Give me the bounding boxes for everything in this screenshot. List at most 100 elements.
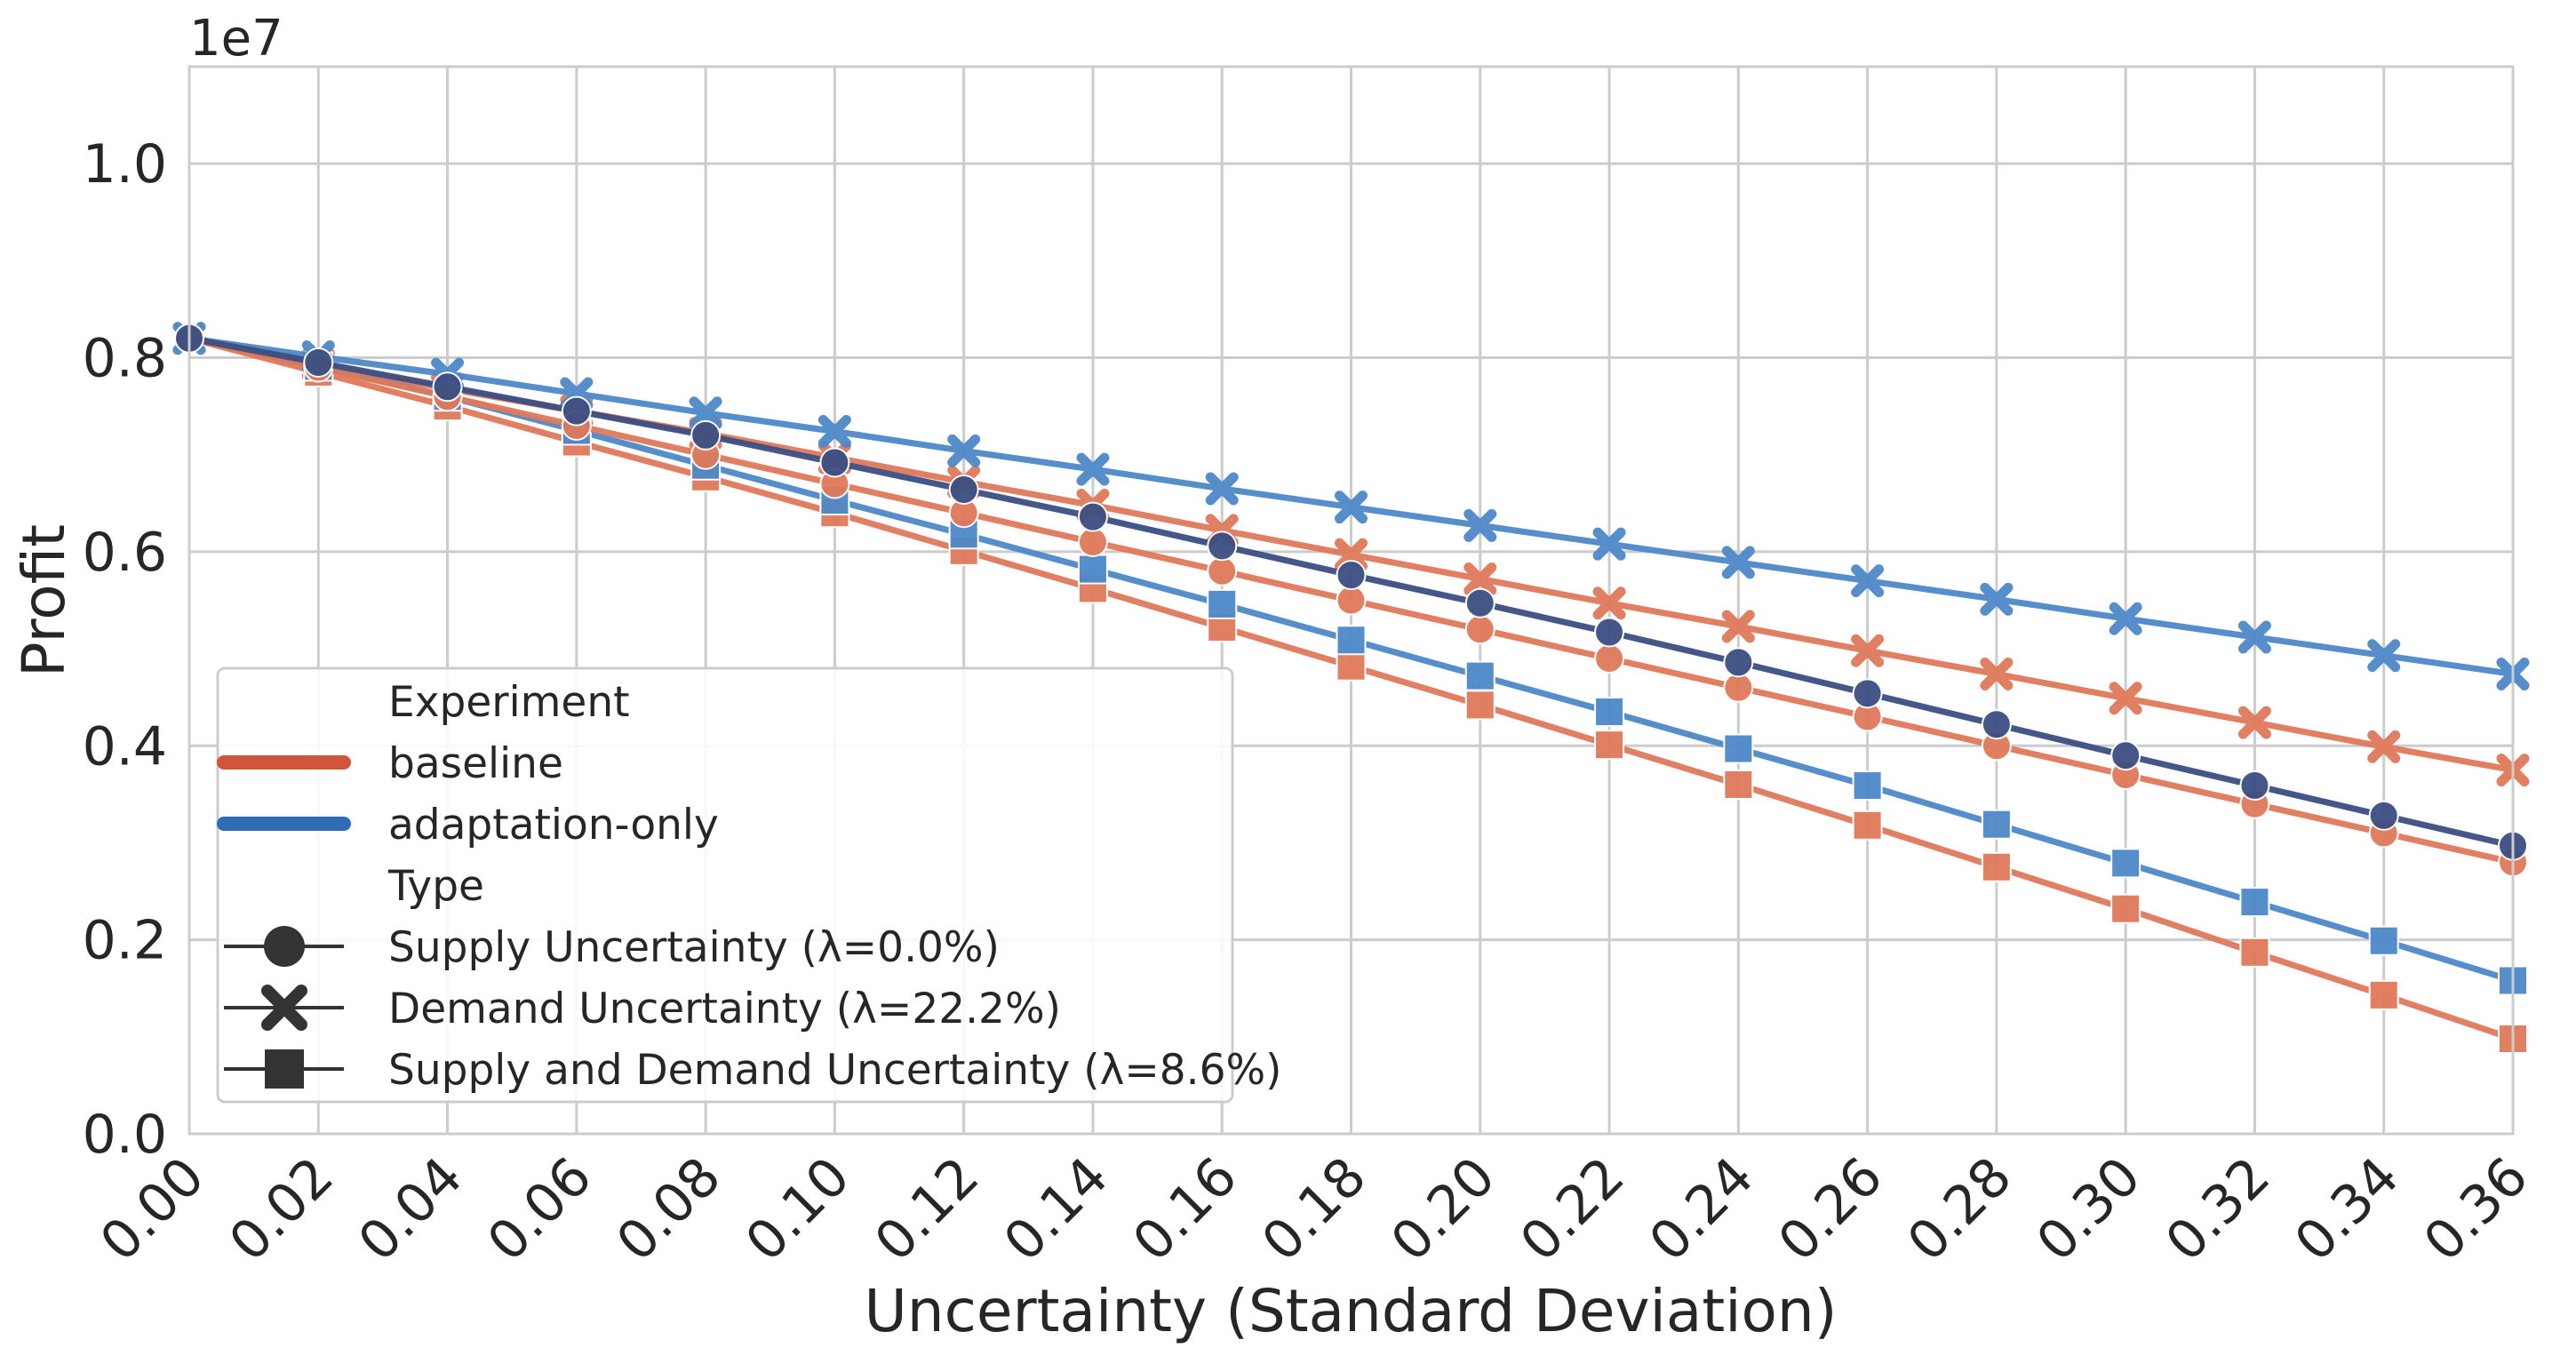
y-tick-label: 0.4 xyxy=(83,715,167,778)
data-point-square xyxy=(1464,690,1495,721)
series-1 xyxy=(174,323,2528,861)
data-point-circle xyxy=(2239,770,2270,802)
y-axis-label: Profit xyxy=(10,524,78,677)
legend-label-adaptation-only: adaptation-only xyxy=(388,801,719,849)
data-point-square xyxy=(1594,697,1625,728)
x-tick-label: 0.32 xyxy=(2154,1145,2282,1273)
x-tick-label: 0.16 xyxy=(1121,1145,1249,1273)
x-tick-label: 0.02 xyxy=(218,1145,346,1273)
x-tick-label: 0.08 xyxy=(605,1145,733,1273)
y-scale-label: 1e7 xyxy=(189,10,283,68)
data-point-x xyxy=(1721,546,1755,579)
data-point-circle xyxy=(2110,740,2141,771)
data-point-x xyxy=(1463,508,1497,542)
data-point-x xyxy=(1463,562,1497,595)
y-tick-label: 0.0 xyxy=(83,1104,167,1166)
legend-label-baseline: baseline xyxy=(388,739,563,788)
data-point-square xyxy=(1336,650,1367,682)
y-tick-label: 0.2 xyxy=(83,910,167,972)
data-point-x xyxy=(2237,706,2271,739)
data-point-x xyxy=(2237,620,2271,654)
data-point-circle xyxy=(1723,647,1754,678)
data-point-square xyxy=(1336,625,1367,656)
legend-title-experiment: Experiment xyxy=(388,678,630,727)
data-point-square xyxy=(1723,769,1754,800)
data-point-circle xyxy=(1336,560,1367,591)
series-3 xyxy=(172,322,2530,690)
x-tick-label: 0.34 xyxy=(2283,1145,2411,1273)
plot-frame xyxy=(187,65,2515,1136)
legend-label-supply: Supply Uncertainty (λ=0.0%) xyxy=(388,923,1000,972)
data-point-x xyxy=(1076,452,1110,486)
data-point-x xyxy=(1851,634,1885,667)
legend: Experiment baseline adaptation-only Type… xyxy=(216,666,1282,1104)
data-point-x xyxy=(1851,564,1885,598)
x-tick-label: 0.28 xyxy=(1896,1145,2024,1273)
legend-circle-marker-icon xyxy=(264,926,305,967)
x-tick-label: 0.04 xyxy=(347,1145,475,1273)
data-point-square xyxy=(1207,588,1238,619)
data-point-circle xyxy=(1594,643,1625,674)
data-point-x xyxy=(1205,472,1239,506)
legend-box xyxy=(216,666,1234,1104)
data-point-square xyxy=(2110,893,2141,924)
series-layer xyxy=(172,322,2530,1055)
data-point-square xyxy=(1852,770,1883,802)
data-point-x xyxy=(2109,602,2142,635)
data-point-square xyxy=(948,519,979,550)
x-tick-label: 0.10 xyxy=(734,1145,862,1273)
data-point-square xyxy=(1723,733,1754,764)
x-tick-label: 0.06 xyxy=(475,1145,603,1273)
data-point-circle xyxy=(948,475,979,506)
data-point-circle xyxy=(1077,501,1108,532)
legend-label-demand: Demand Uncertainty (λ=22.2%) xyxy=(388,985,1061,1033)
x-tick-labels: 0.00 0.02 0.04 0.06 0.08 0.10 0.12 0.14 0.16 0.18… xyxy=(89,1145,2540,1273)
data-point-x xyxy=(1980,657,2014,690)
legend-square-marker-icon xyxy=(265,1049,304,1089)
data-point-circle xyxy=(819,447,850,478)
data-point-square xyxy=(2110,848,2141,879)
x-tick-label: 0.30 xyxy=(2025,1145,2153,1273)
data-point-circle xyxy=(1464,614,1495,645)
data-point-square xyxy=(2239,887,2270,918)
x-tick-label: 0.18 xyxy=(1250,1145,1378,1273)
data-point-circle xyxy=(1852,678,1883,709)
data-point-square xyxy=(1077,554,1108,585)
data-point-circle xyxy=(432,371,463,403)
x-tick-label: 0.14 xyxy=(993,1145,1121,1273)
data-point-x xyxy=(947,434,981,467)
data-point-circle xyxy=(2368,800,2399,831)
data-point-circle xyxy=(1077,526,1108,557)
data-point-x xyxy=(2367,730,2401,763)
y-tick-label: 0.6 xyxy=(83,522,167,584)
y-tick-label: 0.8 xyxy=(83,328,167,390)
data-point-circle xyxy=(1464,587,1495,618)
x-tick-label: 0.24 xyxy=(1638,1145,1766,1273)
data-point-square xyxy=(2239,937,2270,968)
legend-label-supply-demand: Supply and Demand Uncertainty (λ=8.6%) xyxy=(388,1046,1282,1095)
x-tick-label: 0.12 xyxy=(863,1145,991,1273)
data-point-circle xyxy=(1207,555,1238,586)
data-point-circle xyxy=(1207,530,1238,562)
data-point-circle xyxy=(690,419,722,451)
data-point-circle xyxy=(303,347,334,379)
data-point-circle xyxy=(1723,672,1754,703)
data-point-x xyxy=(1721,610,1755,643)
data-point-x xyxy=(2367,639,2401,673)
data-point-circle xyxy=(561,395,592,427)
x-tick-label: 0.20 xyxy=(1379,1145,1507,1273)
x-axis-label: Uncertainty (Standard Deviation) xyxy=(865,1277,1838,1345)
data-point-x xyxy=(1592,586,1626,620)
data-point-square xyxy=(2368,979,2399,1010)
data-point-square xyxy=(1981,851,2012,882)
legend-x-marker-icon xyxy=(261,985,307,1031)
data-point-square xyxy=(1852,810,1883,841)
data-point-circle xyxy=(1594,617,1625,648)
x-tick-label: 0.22 xyxy=(1509,1145,1637,1273)
data-point-circle xyxy=(1981,709,2012,740)
data-point-square xyxy=(1594,730,1625,761)
x-tick-label: 0.26 xyxy=(1767,1145,1894,1273)
data-point-square xyxy=(2368,925,2399,956)
y-tick-labels: 0.0 0.2 0.4 0.6 0.8 1.0 xyxy=(83,133,167,1166)
